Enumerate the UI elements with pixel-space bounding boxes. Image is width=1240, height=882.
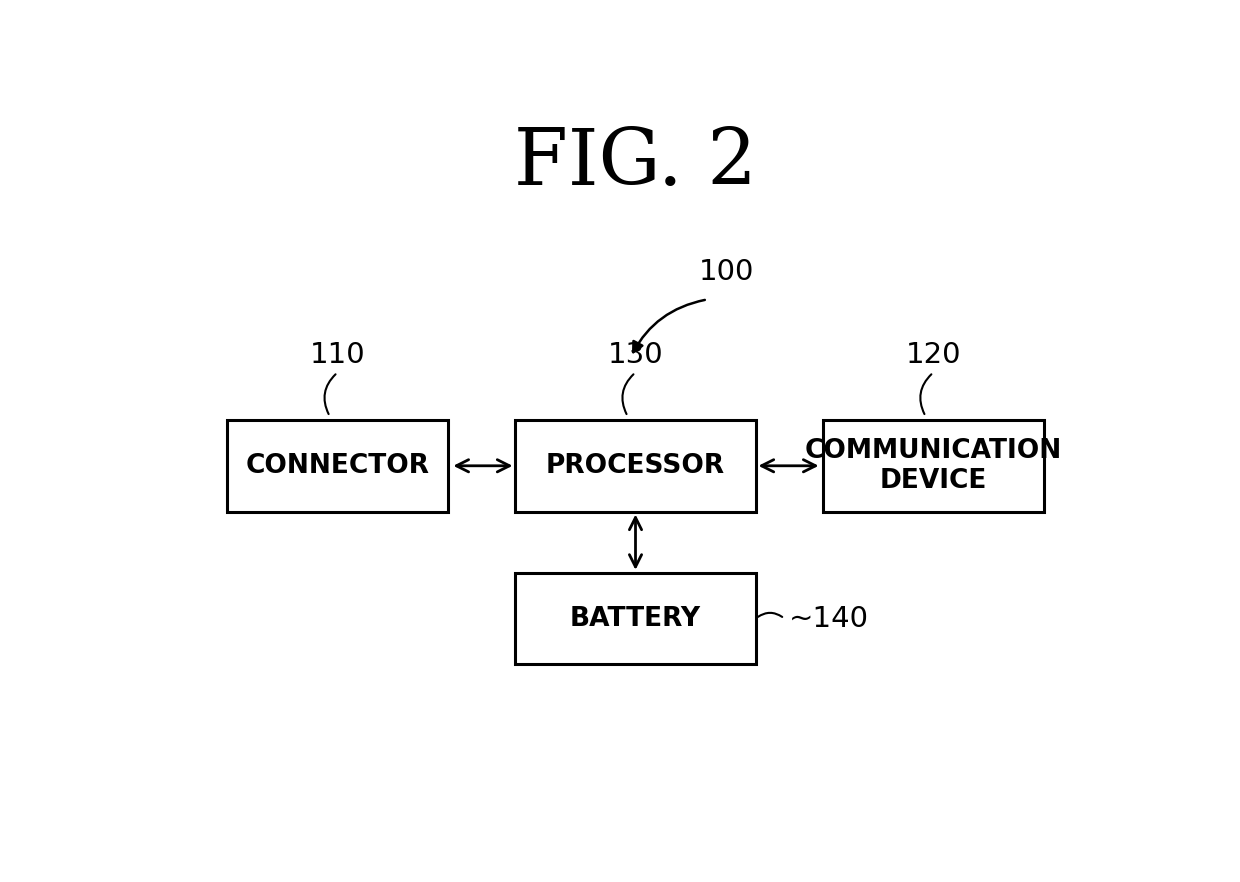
Text: FIG. 2: FIG. 2 — [515, 125, 756, 201]
Text: 130: 130 — [608, 341, 663, 369]
Text: CONNECTOR: CONNECTOR — [246, 452, 429, 479]
Text: 120: 120 — [905, 341, 961, 369]
Bar — [823, 420, 1044, 512]
Text: ~140: ~140 — [789, 604, 869, 632]
Text: 110: 110 — [310, 341, 366, 369]
Text: BATTERY: BATTERY — [570, 606, 701, 632]
Bar — [227, 420, 448, 512]
Text: COMMUNICATION
DEVICE: COMMUNICATION DEVICE — [805, 437, 1061, 494]
Bar — [516, 572, 755, 664]
Bar — [516, 420, 755, 512]
Text: PROCESSOR: PROCESSOR — [546, 452, 725, 479]
Text: 100: 100 — [699, 258, 754, 286]
